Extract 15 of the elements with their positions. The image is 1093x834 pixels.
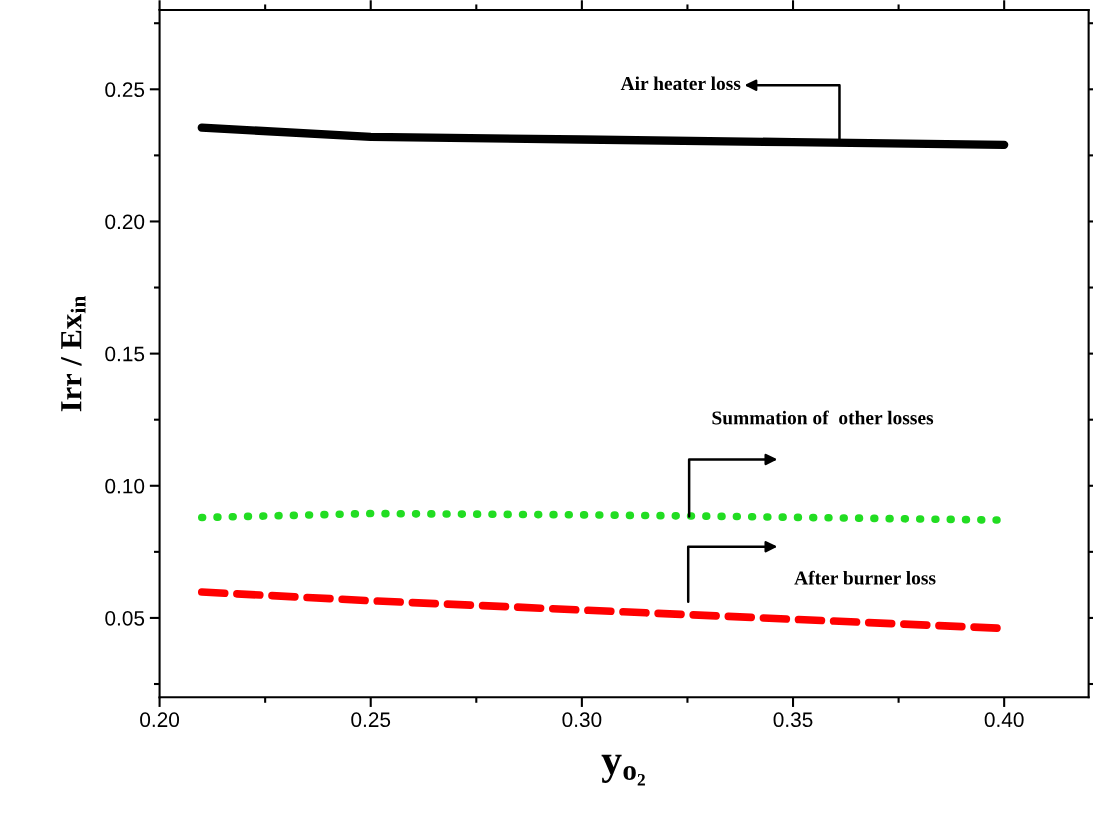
annotation: After burner loss (794, 570, 936, 585)
x-tick-label: 0.35 (773, 712, 813, 728)
x-axis-title: y$_{o₂}$ (601, 754, 645, 786)
annotation: Air heater loss (620, 76, 741, 91)
annotation: Summation of other losses (712, 410, 934, 425)
x-tick-label: 0.40 (984, 712, 1024, 728)
x-tick-label: 0.20 (140, 712, 180, 728)
y-tick-label: 0.20 (105, 214, 145, 230)
y-tick-label: 0.10 (105, 478, 145, 494)
x-tick-label: 0.30 (562, 712, 602, 728)
y-tick-label: 0.05 (105, 610, 145, 626)
y-tick-label: 0.15 (105, 346, 145, 362)
y-axis-title: Irr / Ex$_{in}$ (61, 296, 86, 412)
x-tick-label: 0.25 (351, 712, 391, 728)
y-tick-label: 0.25 (105, 82, 145, 98)
